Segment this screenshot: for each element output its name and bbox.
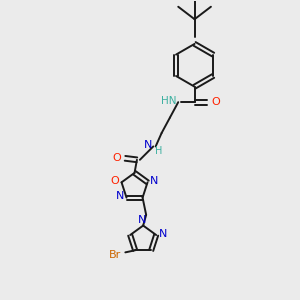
Text: HN: HN	[161, 96, 177, 106]
Text: O: O	[211, 97, 220, 107]
Text: H: H	[155, 146, 162, 156]
Text: N: N	[150, 176, 158, 186]
Text: Br: Br	[109, 250, 121, 260]
Text: O: O	[111, 176, 119, 186]
Text: N: N	[143, 140, 152, 150]
Text: N: N	[137, 214, 146, 225]
Text: O: O	[112, 153, 122, 163]
Text: N: N	[116, 191, 124, 201]
Text: N: N	[158, 229, 167, 238]
